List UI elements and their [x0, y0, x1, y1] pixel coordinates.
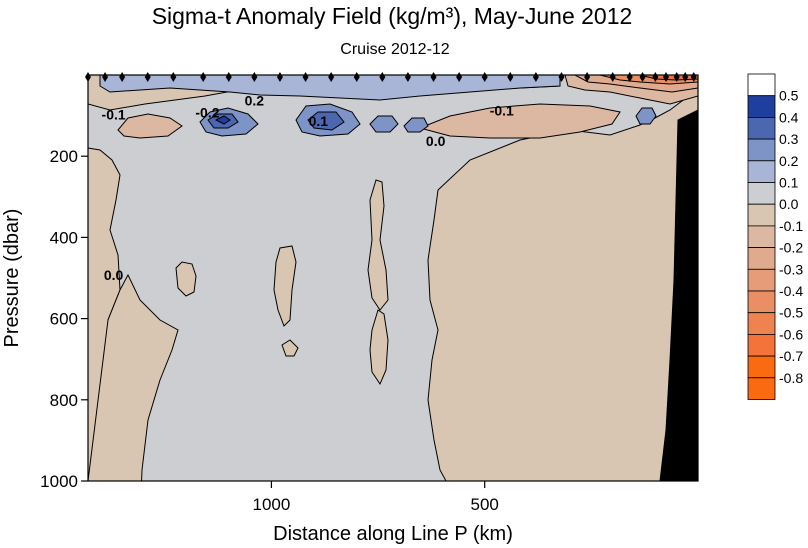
region-strip-tan-2 [418, 103, 621, 139]
station-marker [532, 72, 539, 82]
station-marker [673, 72, 680, 82]
y-tick-label: 200 [50, 147, 78, 166]
station-marker [379, 72, 386, 82]
station-marker [328, 72, 335, 82]
region-blue-core-1c [214, 115, 231, 125]
region-blue-core-4 [403, 117, 429, 133]
station-marker [558, 72, 565, 82]
contour-label: 0.0 [104, 267, 124, 283]
station-marker [663, 72, 670, 82]
colorbar-label: -0.1 [779, 218, 803, 234]
colorbar-label: 0.5 [779, 88, 799, 104]
colorbar-swatch [747, 355, 776, 379]
x-axis-ticks: 1000 500 [253, 481, 499, 514]
x-axis-title: Distance along Line P (km) [273, 523, 513, 545]
colorbar-swatch [747, 138, 776, 162]
y-tick-label: 600 [50, 310, 78, 329]
colorbar-swatch [747, 203, 776, 227]
colorbar-swatch [747, 225, 776, 248]
colorbar-label: -0.4 [779, 283, 803, 299]
chart-subtitle: Cruise 2012-12 [340, 41, 450, 58]
colorbar-label: 0.0 [779, 196, 799, 212]
region-blue-core-3 [369, 115, 399, 133]
station-marker [609, 72, 616, 82]
y-axis-title: Pressure (dbar) [1, 209, 23, 348]
station-marker [170, 72, 177, 82]
station-marker [584, 72, 591, 82]
station-marker [652, 72, 659, 82]
contour-label: 0.1 [309, 113, 329, 129]
contour-label: -0.2 [195, 105, 219, 121]
region-plume-5 [281, 339, 299, 357]
region-plume-1 [175, 261, 197, 297]
colorbar-swatch [747, 312, 776, 335]
station-marker [144, 72, 151, 82]
colorbar-label: -0.7 [779, 348, 803, 364]
station-marker [507, 72, 514, 82]
y-tick-label: 1000 [40, 472, 78, 491]
colorbar-label: 0.3 [779, 131, 799, 147]
plot-frame [87, 74, 699, 482]
colorbar-swatch [747, 182, 776, 205]
station-marker [481, 72, 488, 82]
region-plume-3 [367, 179, 389, 311]
colorbar-swatch [747, 73, 776, 97]
station-marker [353, 72, 360, 82]
contour-label-group: -0.1 -0.2 0.2 0.1 0.0 -0.1 0.0 [102, 92, 515, 283]
x-tick-label: 1000 [253, 495, 291, 514]
colorbar-swatch [747, 95, 776, 118]
colorbar-label: -0.8 [779, 370, 803, 386]
colorbar-label: 0.2 [779, 153, 799, 169]
region-strip-tan-1 [117, 113, 183, 139]
station-marker [119, 72, 126, 82]
station-marker [251, 72, 258, 82]
colorbar-label: -0.6 [779, 326, 803, 342]
station-marker [626, 72, 633, 82]
colorbar-label: 0.1 [779, 175, 799, 191]
colorbar-swatch [747, 247, 776, 270]
contour-label: 0.0 [426, 133, 446, 149]
colorbar-label: -0.5 [779, 305, 803, 321]
station-marker [85, 72, 91, 82]
y-axis-ticks: 200 400 600 800 1000 [40, 147, 88, 491]
colorbar-swatch [747, 117, 776, 140]
colorbar-label: -0.3 [779, 261, 803, 277]
region-blue-core-5 [635, 107, 657, 125]
colorbar-swatch [747, 268, 776, 292]
plot-area [88, 75, 698, 481]
region-blue-core-2b [307, 111, 345, 131]
colorbar-swatch [747, 160, 776, 183]
seafloor-wedge [659, 109, 698, 481]
contour-label: 0.2 [245, 92, 265, 108]
y-tick-label: 800 [50, 391, 78, 410]
colorbar-label: -0.2 [779, 240, 803, 256]
chart-title: Sigma-t Anomaly Field (kg/m³), May-June … [152, 3, 633, 29]
station-marker [639, 72, 646, 82]
colorbar: 0.5 0.4 0.3 0.2 0.1 0.0 -0.1 -0.2 -0.3 -0.4 -0.5 -0… [747, 73, 803, 400]
station-marker [404, 72, 411, 82]
region-plume-4 [369, 309, 389, 386]
station-marker [102, 72, 109, 82]
station-marker [225, 72, 232, 82]
colorbar-label: 0.4 [779, 109, 799, 125]
station-marker [430, 72, 437, 82]
colorbar-swatch [747, 333, 776, 357]
region-surface-positive [99, 75, 561, 101]
contour-label: -0.1 [102, 107, 126, 123]
region-plume-2 [273, 245, 297, 327]
station-marker-group [85, 72, 697, 82]
contour-label: -0.1 [490, 103, 514, 119]
station-marker [682, 72, 689, 82]
station-marker [456, 72, 463, 82]
station-marker [200, 72, 207, 82]
colorbar-swatch [747, 290, 776, 314]
x-tick-label: 500 [471, 495, 499, 514]
y-tick-label: 400 [50, 228, 78, 247]
station-marker [690, 72, 697, 82]
region-negative-lobe [88, 273, 179, 481]
colorbar-swatch-bottom [747, 377, 776, 400]
station-marker [276, 72, 283, 82]
station-marker [302, 72, 309, 82]
